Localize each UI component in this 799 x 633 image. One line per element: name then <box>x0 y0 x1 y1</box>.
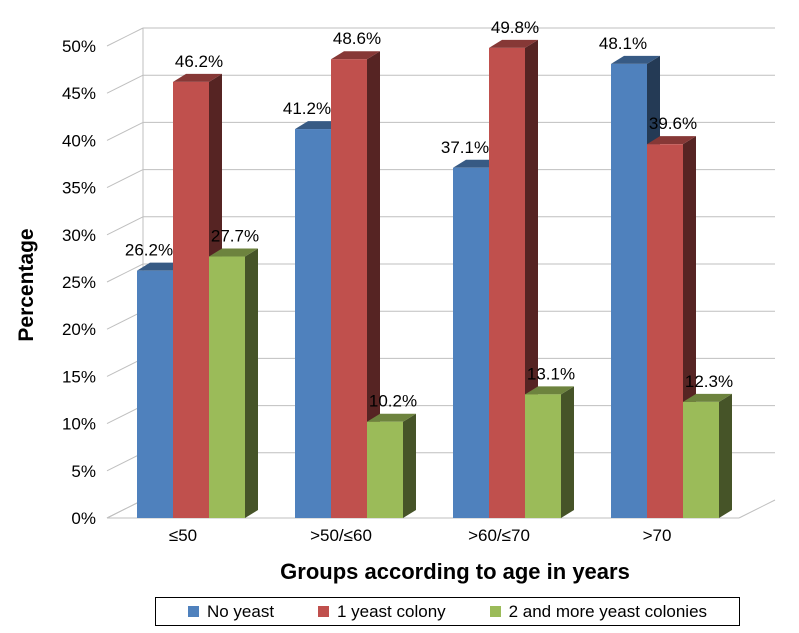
x-tick-label: ≤50 <box>169 526 197 545</box>
gridline-diagonal <box>106 74 144 94</box>
data-label: 12.3% <box>685 372 733 391</box>
x-tick-label: >70 <box>643 526 672 545</box>
gridline-diagonal <box>106 216 144 236</box>
bar <box>209 248 258 518</box>
legend-swatch <box>489 606 501 617</box>
data-label: 37.1% <box>441 138 489 157</box>
y-tick-label: 35% <box>62 179 96 198</box>
y-tick-label: 45% <box>62 84 96 103</box>
data-label: 10.2% <box>369 392 417 411</box>
data-label: 26.2% <box>125 241 173 260</box>
bar <box>525 386 574 518</box>
y-tick-label: 25% <box>62 273 96 292</box>
x-axis-ticks: ≤50 >50/≤60 >60/≤70 >70 <box>169 526 672 545</box>
bar <box>683 393 732 518</box>
x-axis-title: Groups according to age in years <box>280 559 630 584</box>
legend-label: No yeast <box>206 601 275 621</box>
y-tick-label: 30% <box>62 226 96 245</box>
data-label: 48.6% <box>333 29 381 48</box>
y-axis-title: Percentage <box>15 228 38 341</box>
data-label: 46.2% <box>175 52 223 71</box>
legend-item: No yeast <box>187 601 275 622</box>
legend-swatch <box>187 606 199 617</box>
legend-item: 1 yeast colony <box>317 601 446 622</box>
y-tick-label: 10% <box>62 415 96 434</box>
gridline-diagonal <box>106 27 144 47</box>
y-tick-label: 40% <box>62 131 96 150</box>
data-label: 48.1% <box>599 34 647 53</box>
bar <box>647 136 696 518</box>
data-label: 27.7% <box>211 227 259 246</box>
bar <box>367 413 416 518</box>
x-tick-label: >50/≤60 <box>310 526 372 545</box>
legend: No yeast 1 yeast colony 2 and more yeast c… <box>155 597 740 626</box>
data-label: 39.6% <box>649 114 697 133</box>
data-labels: 26.2% 46.2% 27.7% 41.2% 48.6% 10.2% 37.1% 49.8%… <box>125 18 733 411</box>
data-label: 49.8% <box>491 18 539 37</box>
y-axis-ticks: 0% 5% 10% 15% 20% 25% 30% 35% 40% 45% 50% <box>62 37 96 528</box>
y-tick-label: 0% <box>71 509 96 528</box>
y-tick-label: 5% <box>71 462 96 481</box>
legend-label: 2 and more yeast colonies <box>508 601 708 621</box>
y-tick-label: 20% <box>62 320 96 339</box>
y-tick-label: 50% <box>62 37 96 56</box>
gridline-diagonal <box>106 263 144 283</box>
gridline-diagonal <box>106 169 144 189</box>
bars <box>137 39 732 519</box>
bar <box>331 51 380 518</box>
legend-label: 1 yeast colony <box>336 601 446 621</box>
data-label: 41.2% <box>283 99 331 118</box>
legend-item: 2 and more yeast colonies <box>489 601 708 622</box>
y-tick-label: 15% <box>62 367 96 386</box>
x-tick-label: >60/≤70 <box>468 526 530 545</box>
legend-swatch <box>317 606 329 617</box>
data-label: 13.1% <box>527 364 575 383</box>
gridline-diagonal <box>106 121 144 141</box>
